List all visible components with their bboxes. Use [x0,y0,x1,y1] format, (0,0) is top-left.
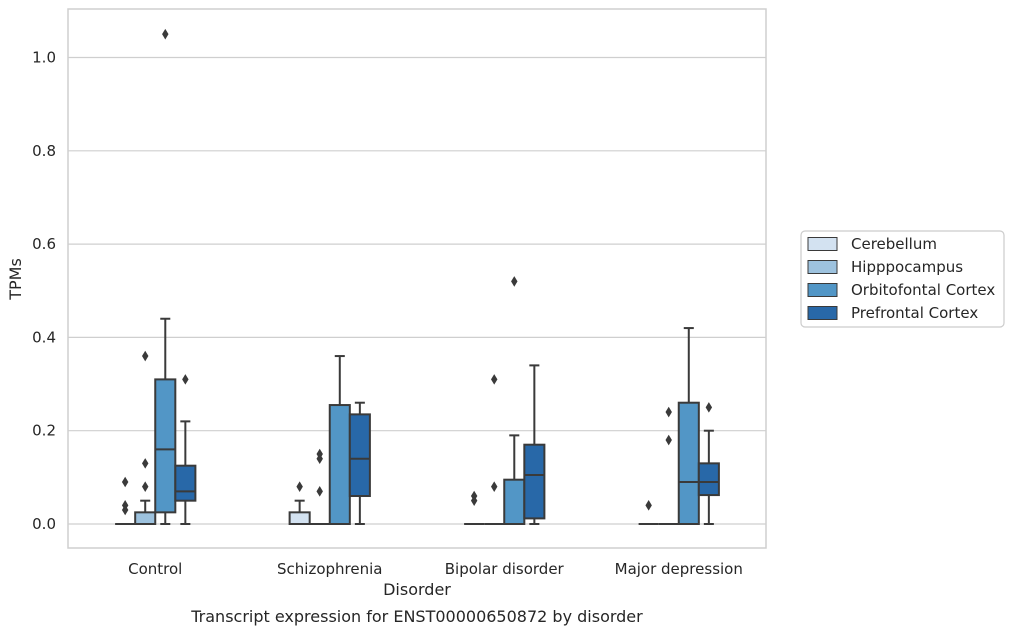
legend-swatch [807,283,838,297]
legend-swatch [807,260,838,274]
y-tick-label: 0.4 [32,328,56,346]
y-tick-label: 0.2 [32,422,56,440]
box-body [677,401,700,525]
y-tick-labels: 0.0 0.2 0.4 0.6 0.8 1.0 [32,49,56,534]
x-tick-label: Major depression [615,560,743,578]
outlier-point [705,402,713,413]
boxes [115,28,720,526]
box-body [348,413,371,498]
box-body [523,443,546,520]
y-tick-label: 0.8 [32,142,56,160]
box-group [174,374,197,525]
outlier-point [141,458,149,469]
y-axis-label: TPMs [6,258,25,301]
outlier-point [490,481,498,492]
box-group [697,402,720,525]
box-group [288,481,311,526]
legend-items: Cerebellum Hipppocampus Orbitofontal Corte… [807,235,995,322]
legend-swatch [807,237,838,251]
outlier-point [182,374,189,385]
legend-label: Cerebellum [851,235,937,253]
outlier-point [665,434,672,446]
box-group [328,355,351,526]
box-group [677,327,700,525]
box-group [309,448,330,525]
box-body [503,478,526,525]
outlier-point [511,276,518,287]
box-group [134,350,157,526]
outlier-point [316,453,323,464]
box-group [638,500,659,525]
box-group [523,364,546,525]
box-group [464,490,485,525]
box-group [154,28,177,525]
x-tick-label: Control [128,560,182,578]
box-body [134,511,157,526]
x-axis-label: Disorder [383,580,451,599]
y-tick-label: 0.0 [32,515,56,533]
outlier-point [162,28,169,40]
box-body [697,462,720,497]
outlier-point [141,350,149,362]
y-tick-label: 0.6 [32,235,56,253]
legend-label: Hipppocampus [851,258,963,276]
legend-label: Prefrontal Cortex [851,304,978,322]
x-tick-label: Schizophrenia [277,560,382,578]
legend-label: Orbitofontal Cortex [851,281,995,299]
x-tick-label: Bipolar disorder [445,560,565,578]
legend-frame [800,230,1005,328]
legend-swatch [807,306,838,320]
outlier-point [296,481,303,492]
legend: Cerebellum Hipppocampus Orbitofontal Corte… [800,230,1005,328]
outlier-point [121,504,129,516]
box-group [503,276,526,525]
figure-caption: Transcript expression for ENST0000065087… [190,607,643,626]
box-group [658,406,679,525]
outlier-point [316,486,323,497]
outlier-point [470,495,478,506]
x-tick-labels: Control Schizophrenia Bipolar disorder Majo… [128,560,743,578]
outlier-point [490,374,498,385]
outlier-point [141,481,149,492]
box-body [288,511,311,526]
box-group [115,476,136,525]
outlier-point [645,500,652,511]
box-body [328,404,351,526]
box-group [348,401,371,525]
box-body [174,464,197,502]
outlier-point [665,406,672,418]
plot-frame [67,8,767,549]
box-group [484,374,505,525]
y-tick-label: 1.0 [32,49,56,67]
outlier-point [121,476,129,488]
box-body [154,378,177,514]
